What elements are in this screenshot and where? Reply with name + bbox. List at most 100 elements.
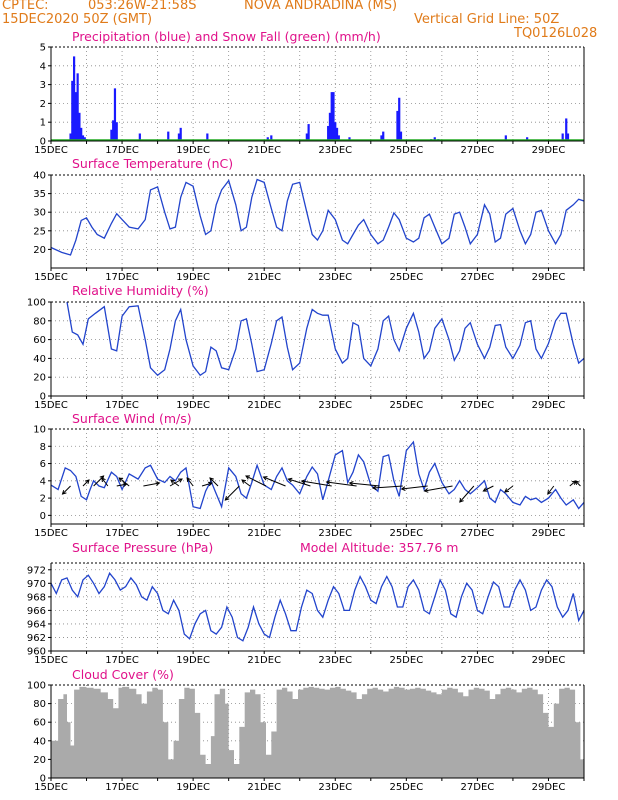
xtick-label-cloud: 25DEC (389, 782, 423, 793)
wind-arrow (372, 485, 403, 489)
wind-arrow (62, 485, 71, 495)
ytick-label-cloud: 80 (33, 699, 46, 710)
xtick-label-precip: 23DEC (318, 145, 352, 156)
header-grid-note: Vertical Grid Line: 50Z (414, 12, 560, 27)
precip-bar (177, 133, 181, 141)
xtick-label-rh: 19DEC (176, 400, 210, 411)
precip-bar (81, 135, 85, 141)
ytick-label-pres: 966 (27, 606, 46, 617)
xtick-label-cloud: 15DEC (34, 782, 68, 793)
ytick-label-cloud: 60 (33, 718, 46, 729)
ytick-label-cloud: 20 (33, 755, 46, 766)
ytick-label-wind: 0 (40, 511, 46, 522)
xtick-label-rh: 17DEC (105, 400, 139, 411)
wind-arrow (118, 477, 130, 487)
xtick-label-wind: 27DEC (461, 528, 495, 539)
header-code: TQ0126L028 (514, 26, 598, 41)
xtick-label-temp: 23DEC (318, 272, 352, 283)
ytick-label-rh: 100 (27, 298, 46, 309)
wind-arrow (301, 480, 332, 487)
ytick-label-rh: 80 (33, 316, 46, 327)
ytick-label-pres: 970 (27, 579, 46, 590)
precip-bar (167, 131, 170, 141)
header-coords: 053:26W-21:58S (88, 0, 197, 13)
wind-arrow (569, 480, 577, 487)
wind-arrow (326, 481, 357, 487)
wind-arrow-head (371, 485, 377, 491)
ytick-label-wind: 4 (40, 476, 46, 487)
precip-bar (504, 135, 507, 141)
xtick-label-pres: 21DEC (247, 655, 281, 666)
ytick-label-temp: 25 (33, 226, 46, 237)
wind-arrow (547, 485, 555, 495)
xtick-label-pres: 29DEC (532, 655, 566, 666)
panel-title-cloud: Cloud Cover (%) (72, 667, 174, 682)
xtick-label-cloud: 27DEC (461, 782, 495, 793)
precip-bar (330, 92, 333, 141)
wind-arrow-head (400, 486, 406, 491)
precip-bar (382, 131, 385, 141)
wind-arrow-head (574, 480, 580, 485)
xtick-label-cloud: 23DEC (318, 782, 352, 793)
ytick-label-rh: 60 (33, 335, 46, 346)
precip-bar (112, 120, 115, 141)
precip-bar (83, 137, 86, 141)
wind-arrow (143, 482, 160, 487)
precip-bar (305, 133, 308, 141)
wind-arrow-head (262, 476, 268, 481)
wind-arrow-head (300, 479, 306, 484)
xtick-label-precip: 27DEC (461, 145, 495, 156)
xtick-label-pres: 23DEC (318, 655, 352, 666)
ytick-label-wind: 2 (40, 494, 46, 505)
series-line-rh (66, 301, 585, 377)
wind-arrow (224, 485, 240, 501)
precip-bar (138, 133, 141, 141)
wind-arrow-head (325, 480, 331, 485)
ytick-label-wind: 10 (33, 425, 46, 436)
xtick-label-cloud: 17DEC (105, 782, 139, 793)
wind-arrow (241, 479, 251, 487)
xtick-label-wind: 25DEC (389, 528, 423, 539)
xtick-label-wind: 29DEC (532, 528, 566, 539)
wind-arrow-head (224, 496, 230, 501)
ytick-label-cloud: 100 (27, 681, 46, 692)
precip-bar (332, 92, 335, 141)
header-station: NOVA ANDRADINA (MS) (244, 0, 398, 13)
panel-title-rh: Relative Humidity (%) (72, 283, 209, 298)
ytick-label-pres: 962 (27, 633, 46, 644)
xtick-label-rh: 25DEC (389, 400, 423, 411)
ytick-label-cloud: 40 (33, 736, 46, 747)
ytick-label-rh: 40 (33, 354, 46, 365)
xtick-label-rh: 15DEC (34, 400, 68, 411)
precip-bar (328, 112, 332, 141)
precip-bar (76, 73, 79, 141)
wind-arrow-head (482, 487, 488, 492)
wind-arrow-head (61, 490, 67, 495)
cloud-area (51, 686, 584, 778)
xtick-label-pres: 15DEC (34, 655, 68, 666)
ytick-label-precip: 5 (40, 43, 46, 54)
ytick-label-cloud: 0 (40, 774, 46, 785)
precip-bar (396, 110, 399, 141)
header-run: 15DEC2020 50Z (GMT) (2, 12, 153, 27)
series-line-wind (50, 440, 585, 510)
wind-arrow-head (118, 477, 124, 482)
precip-bar (110, 129, 113, 141)
xtick-label-precip: 17DEC (105, 145, 139, 156)
wind-arrow-head (245, 475, 251, 480)
series-line-pres (50, 571, 585, 642)
wind-arrow-head (101, 477, 106, 483)
wind-arrow (483, 485, 494, 492)
panel-title-wind: Surface Wind (m/s) (72, 411, 192, 426)
wind-arrow (169, 478, 183, 487)
wind-arrow (263, 476, 286, 487)
precip-bar (113, 88, 117, 141)
xtick-label-wind: 23DEC (318, 528, 352, 539)
ytick-label-rh: 20 (33, 373, 46, 384)
xtick-label-temp: 25DEC (389, 272, 423, 283)
xtick-label-rh: 27DEC (461, 400, 495, 411)
wind-arrow-head (155, 481, 161, 486)
header-source: CPTEC: (2, 0, 49, 13)
wind-arrow-head (287, 477, 293, 483)
